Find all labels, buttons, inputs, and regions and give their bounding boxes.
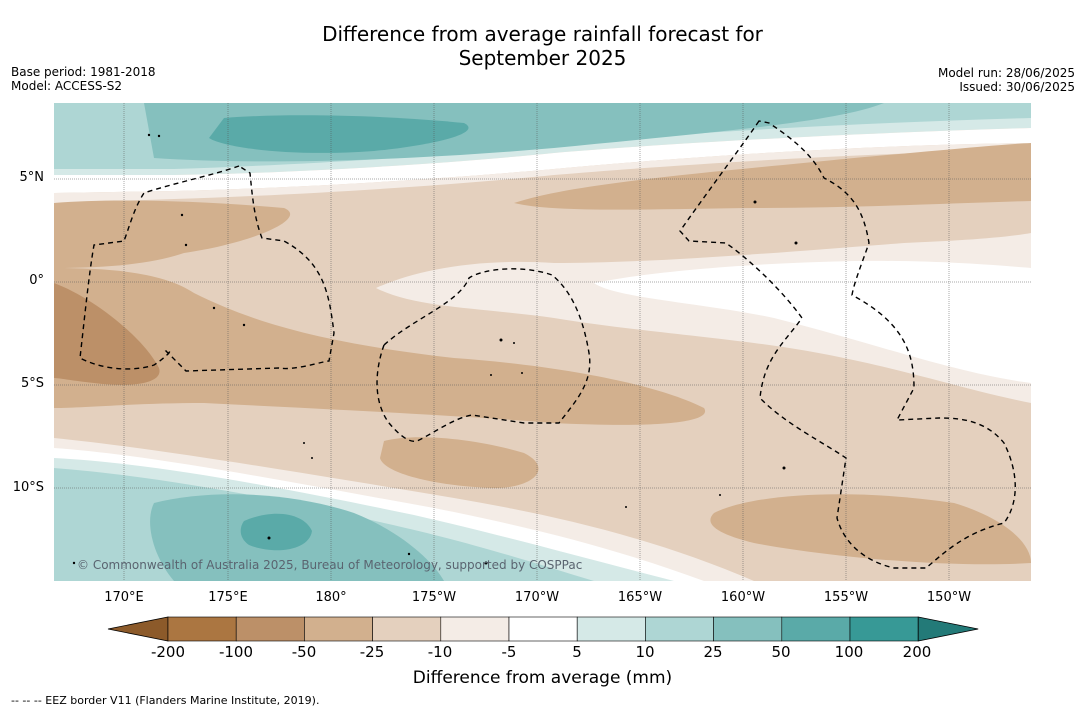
colorbar-swatch [235, 616, 305, 642]
lat-label-5s: 5°S [20, 376, 44, 391]
colorbar-tick: -100 [218, 643, 254, 661]
colorbar-swatch [645, 616, 714, 642]
dry-band-south [54, 268, 706, 425]
lon-label-170e: 170°E [104, 590, 144, 605]
colorbar-swatch [849, 616, 919, 642]
colorbar-tick: 10 [635, 643, 655, 661]
lon-label-160w: 160°W [720, 590, 766, 605]
eez-line-islands [679, 120, 1016, 569]
colorbar-tick: -25 [359, 643, 385, 661]
islands [72, 133, 798, 565]
colorbar-tick: 25 [703, 643, 723, 661]
colorbar-tick: -200 [150, 643, 186, 661]
colorbar-tick: 5 [572, 643, 582, 661]
lon-label-175w: 175°W [411, 590, 457, 605]
lon-label-170w: 170°W [514, 590, 560, 605]
colorbar-swatches [107, 616, 979, 642]
meta-left: Base period: 1981-2018 Model: ACCESS-S2 [11, 65, 156, 93]
dry-band-west-upper [54, 200, 291, 268]
eez-borders [79, 120, 1016, 569]
colorbar-swatch [167, 616, 237, 642]
north-light-band [54, 143, 1031, 203]
colorbar-swatch [304, 616, 373, 642]
title-line-1: Difference from average rainfall forecas… [322, 22, 763, 46]
colorbar-swatch [713, 616, 783, 642]
rainfall-map [54, 103, 1031, 581]
colorbar-tick: -50 [291, 643, 317, 661]
eez-legend-note: -- -- -- EEZ border V11 (Flanders Marine… [11, 694, 320, 707]
copyright-notice: © Commonwealth of Australia 2025, Bureau… [77, 558, 583, 572]
colorbar-tick: -5 [501, 643, 517, 661]
lon-label-150w: 150°W [926, 590, 972, 605]
lat-label-10s: 10°S [12, 480, 44, 495]
map-title: Difference from average rainfall forecas… [0, 22, 1085, 70]
graticule [54, 103, 1031, 581]
colorbar-swatch [372, 616, 442, 642]
issued-date: Issued: 30/06/2025 [959, 80, 1075, 94]
colorbar-swatch [508, 616, 578, 642]
dry-band-north-east [514, 143, 1031, 210]
colorbar-swatch [576, 616, 646, 642]
title-line-2: September 2025 [458, 46, 627, 70]
dry-band-small-south [380, 437, 539, 488]
lat-label-eq: 0° [29, 273, 44, 288]
colorbar-swatch [440, 616, 510, 642]
model-run: Model run: 28/06/2025 [937, 66, 1075, 80]
colorbar-tick: -10 [427, 643, 453, 661]
colorbar-tick: 200 [902, 643, 932, 661]
colorbar-arrow-right [917, 616, 979, 642]
colorbar-tick: 100 [834, 643, 864, 661]
lon-label-180: 180° [315, 590, 347, 605]
dry-band-west-core [54, 283, 160, 385]
lon-label-175e: 175°E [208, 590, 248, 605]
colorbar-label: Difference from average (mm) [412, 668, 673, 688]
lon-label-165w: 165°W [617, 590, 663, 605]
north-band-100 [209, 115, 469, 153]
lat-label-5n: 5°N [19, 170, 45, 185]
eez-tuvalu-kiribati-west [79, 165, 335, 372]
meta-right: Model run: 28/06/2025 Issued: 30/06/2025 [938, 66, 1075, 94]
base-period: Base period: 1981-2018 [11, 65, 156, 79]
south-band-100 [240, 513, 312, 551]
colorbar-tick: 50 [771, 643, 791, 661]
model-name: Model: ACCESS-S2 [11, 79, 123, 93]
lon-label-155w: 155°W [823, 590, 869, 605]
north-white-gap [54, 128, 1031, 193]
colorbar-arrow-left [107, 616, 169, 642]
equatorial-white-band [594, 260, 1031, 383]
eez-tokelau [376, 268, 591, 442]
map-svg [54, 103, 1031, 581]
colorbar-swatch [781, 616, 851, 642]
colorbar [107, 616, 979, 642]
dry-band-south-east [710, 494, 1031, 565]
